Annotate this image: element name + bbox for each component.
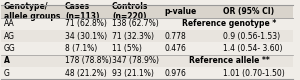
Text: Reference allele **: Reference allele ** — [189, 56, 269, 65]
Text: 11 (5%): 11 (5%) — [112, 44, 142, 53]
Text: Cases
(n=113): Cases (n=113) — [65, 2, 100, 21]
Text: AA: AA — [4, 19, 14, 28]
Text: 71 (62.8%): 71 (62.8%) — [65, 19, 107, 28]
Text: 0.476: 0.476 — [165, 44, 187, 53]
FancyBboxPatch shape — [1, 55, 293, 67]
Text: GG: GG — [4, 44, 15, 53]
Text: 0.9 (0.56-1.53): 0.9 (0.56-1.53) — [223, 32, 280, 41]
Text: 34 (30.1%): 34 (30.1%) — [65, 32, 107, 41]
Text: 178 (78.8%): 178 (78.8%) — [65, 56, 112, 65]
FancyBboxPatch shape — [1, 30, 293, 42]
Text: Reference genotype *: Reference genotype * — [182, 19, 276, 28]
Text: Genotype/
allele groups: Genotype/ allele groups — [4, 2, 60, 21]
Text: AG: AG — [4, 32, 15, 41]
Text: 347 (78.9%): 347 (78.9%) — [112, 56, 159, 65]
Text: 0.976: 0.976 — [165, 69, 187, 78]
Text: 0.778: 0.778 — [165, 32, 186, 41]
Text: Controls
(n=220): Controls (n=220) — [112, 2, 148, 21]
FancyBboxPatch shape — [1, 67, 293, 79]
Text: 1.4 (0.54- 3.60): 1.4 (0.54- 3.60) — [223, 44, 283, 53]
Text: 93 (21.1%): 93 (21.1%) — [112, 69, 154, 78]
Text: 138 (62.7%): 138 (62.7%) — [112, 19, 159, 28]
FancyBboxPatch shape — [1, 5, 293, 18]
Text: 48 (21.2%): 48 (21.2%) — [65, 69, 107, 78]
Text: OR (95% CI): OR (95% CI) — [223, 7, 274, 16]
Text: 1.01 (0.70-1.50): 1.01 (0.70-1.50) — [223, 69, 285, 78]
Text: G: G — [4, 69, 10, 78]
Text: p-value: p-value — [165, 7, 197, 16]
FancyBboxPatch shape — [1, 18, 293, 30]
Text: A: A — [4, 56, 10, 65]
Text: 8 (7.1%): 8 (7.1%) — [65, 44, 97, 53]
Text: 71 (32.3%): 71 (32.3%) — [112, 32, 154, 41]
FancyBboxPatch shape — [1, 42, 293, 55]
